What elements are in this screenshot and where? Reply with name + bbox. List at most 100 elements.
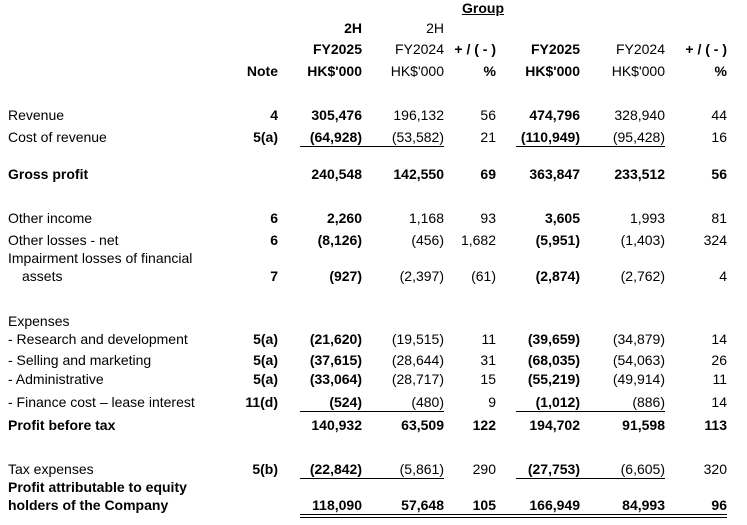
row-value: 474,796 [529,107,580,123]
col-2h-change-header: + / ( - ) [454,41,496,57]
row-note: 6 [270,210,278,226]
row-label: Expenses [8,313,70,329]
row-value: (49,914) [612,371,665,387]
row-value: (2,397) [399,268,444,284]
row-value: 11 [481,331,496,347]
col-fy2024-header: HK$'000 [611,63,665,79]
row-value: 1,168 [408,210,444,226]
subtotal-rule [516,411,665,412]
row-value: 96 [711,497,727,513]
row-value: 105 [472,497,496,513]
col-fy-change-header: % [714,63,727,79]
row-value: 233,512 [614,166,665,182]
row-value: 118,090 [312,497,362,513]
row-value: (1,403) [620,232,665,248]
row-value: (1,012) [535,394,580,410]
col-fy2025-header: FY2025 [530,41,580,57]
row-value: 69 [480,166,496,182]
row-value: (34,879) [612,331,665,347]
col-2h-fy2025-header: FY2025 [312,41,362,57]
note-header: Note [246,63,278,79]
row-label: Profit attributable to equity [8,479,187,495]
row-value: 11 [712,371,727,387]
row-value: 26 [711,352,727,368]
row-value: 63,509 [401,417,444,433]
row-value: 290 [472,461,496,477]
row-note: 6 [270,232,278,248]
row-value: 56 [711,166,727,182]
total-rule-2 [300,517,727,518]
row-value: 84,993 [622,497,665,513]
row-note: 4 [270,107,278,123]
row-value: (37,615) [309,352,362,368]
row-value: 166,949 [529,497,580,513]
row-note: 5(a) [253,331,278,347]
row-value: (19,515) [391,331,444,347]
row-value: (110,949) [520,129,580,145]
row-value: (22,842) [309,461,362,477]
row-value: 1,993 [629,210,665,226]
col-2h-fy2024-header: HK$'000 [390,63,444,79]
subtotal-rule [300,411,444,412]
row-value: 21 [480,129,496,145]
row-value: 4 [719,268,727,284]
row-value: (55,219) [527,371,580,387]
row-value: 14 [711,331,727,347]
row-label: - Research and development [8,331,188,347]
row-value: 57,648 [401,497,444,513]
row-value: 2,260 [326,210,362,226]
row-value: 3,605 [544,210,580,226]
row-value: (64,928) [309,129,362,145]
col-2h-fy2025-header: HK$'000 [307,63,362,79]
col-2h-change-header: % [483,63,496,79]
row-value: (6,605) [620,461,665,477]
row-value: (68,035) [527,352,580,368]
row-value: 113 [704,417,727,433]
row-value: (2,762) [620,268,665,284]
group-title: Group [462,0,504,16]
row-value: 328,940 [614,107,665,123]
row-value: 1,682 [460,232,496,248]
row-value: 240,548 [311,166,362,182]
row-label: Other losses - net [8,232,119,248]
row-note: 11(d) [245,394,278,410]
row-note: 5(a) [253,129,278,145]
row-value: (54,063) [612,352,665,368]
row-value: (8,126) [317,232,362,248]
row-label: Gross profit [8,166,89,182]
col-fy-change-header: + / ( - ) [685,41,727,57]
row-value: (524) [329,394,362,410]
row-value: 122 [472,417,496,433]
row-value: 140,932 [311,417,362,433]
row-label: - Selling and marketing [8,352,152,368]
row-label: - Administrative [8,371,104,387]
total-rule-1 [300,514,727,515]
row-value: 196,132 [393,107,444,123]
row-value: 14 [711,394,727,410]
row-label: Cost of revenue [8,129,107,145]
row-label: Profit before tax [8,417,116,433]
row-value: (61) [471,268,496,284]
col-fy2025-header: HK$'000 [525,63,580,79]
subtotal-rule [516,146,665,147]
row-value: (27,753) [527,461,580,477]
row-value: 93 [480,210,496,226]
row-label: assets [22,268,63,284]
row-label: - Finance cost – lease interest [8,394,195,410]
row-value: 305,476 [311,107,362,123]
row-value: (95,428) [612,129,665,145]
row-value: 324 [703,232,727,248]
row-note: 5(a) [253,352,278,368]
row-value: 81 [711,210,727,226]
row-value: (21,620) [309,331,362,347]
row-note: 7 [270,268,278,284]
row-value: 363,847 [529,166,580,182]
row-value: 15 [480,371,496,387]
row-value: (480) [411,394,444,410]
subtotal-rule [300,478,444,479]
row-value: (927) [329,268,362,284]
row-note: 5(b) [252,461,278,477]
col-2h-fy2024-header: FY2024 [394,41,444,57]
col-2h-fy2024-header: 2H [426,20,444,36]
